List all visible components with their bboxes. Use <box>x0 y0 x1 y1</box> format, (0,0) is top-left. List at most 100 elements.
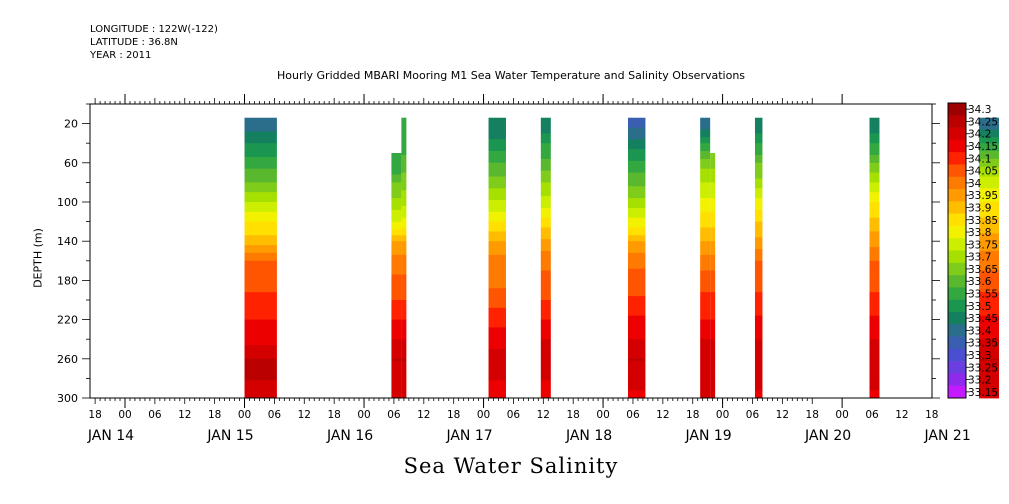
salinity-cell <box>488 368 506 371</box>
salinity-cell <box>391 198 402 201</box>
salinity-cell <box>754 245 763 248</box>
salinity-cell <box>700 151 711 154</box>
salinity-cell <box>401 251 407 254</box>
x-hour-label: 18 <box>686 409 699 421</box>
salinity-cell <box>979 386 999 389</box>
salinity-cell <box>488 298 506 301</box>
salinity-cell <box>700 296 711 299</box>
salinity-cell <box>488 188 506 191</box>
colorbar-label: 33.7 <box>968 252 991 264</box>
salinity-cell <box>869 309 880 313</box>
salinity-cell <box>710 198 716 201</box>
salinity-cell <box>710 286 716 289</box>
salinity-cell <box>540 153 551 156</box>
salinity-cell <box>754 133 763 136</box>
salinity-cell <box>754 190 763 193</box>
salinity-cell <box>401 160 407 164</box>
salinity-cell <box>391 347 402 350</box>
salinity-cell <box>540 162 551 166</box>
salinity-cell <box>401 139 407 142</box>
salinity-cell <box>754 345 763 348</box>
salinity-cell <box>391 196 402 199</box>
salinity-cell <box>869 149 880 152</box>
salinity-cell <box>244 276 277 279</box>
salinity-cell <box>869 202 880 205</box>
salinity-cell <box>540 282 551 285</box>
salinity-cell <box>754 396 763 399</box>
salinity-cell <box>540 337 551 340</box>
salinity-cell <box>754 219 763 222</box>
salinity-cell <box>488 178 506 181</box>
salinity-cell <box>244 317 277 320</box>
x-hour-label: 18 <box>327 409 340 421</box>
salinity-cell <box>710 154 716 158</box>
salinity-cell <box>627 284 646 287</box>
salinity-cell <box>244 192 277 195</box>
salinity-cell <box>401 266 407 270</box>
salinity-cell <box>627 188 646 191</box>
salinity-cell <box>627 305 646 309</box>
salinity-cell <box>700 356 711 360</box>
salinity-cell <box>401 327 407 330</box>
salinity-cell <box>488 141 506 144</box>
salinity-cell <box>710 247 716 250</box>
salinity-cell <box>710 241 716 244</box>
salinity-cell <box>540 268 551 271</box>
salinity-cell <box>401 274 407 277</box>
salinity-cell <box>700 149 711 152</box>
salinity-cell <box>244 364 277 368</box>
salinity-cell <box>627 388 646 391</box>
salinity-cell <box>401 182 407 185</box>
salinity-cell <box>710 292 716 295</box>
salinity-cell <box>754 335 763 338</box>
salinity-cell <box>869 339 880 342</box>
salinity-cell <box>540 121 551 124</box>
salinity-cell <box>869 217 880 221</box>
salinity-cell <box>710 358 716 362</box>
salinity-cell <box>979 186 999 189</box>
salinity-cell <box>488 251 506 254</box>
salinity-cell <box>244 154 277 158</box>
y-tick-label: 180 <box>57 274 78 287</box>
salinity-cell <box>627 292 646 295</box>
salinity-cell <box>710 343 716 346</box>
salinity-cell <box>627 151 646 154</box>
salinity-cell <box>401 354 407 358</box>
salinity-cell <box>540 233 551 236</box>
salinity-cell <box>754 274 763 277</box>
salinity-cell <box>244 362 277 366</box>
salinity-cell <box>244 125 277 128</box>
salinity-cell <box>401 239 407 242</box>
salinity-cell <box>869 184 880 187</box>
salinity-cell <box>869 243 880 246</box>
salinity-cell <box>627 176 646 179</box>
salinity-cell <box>540 119 551 123</box>
salinity-cell <box>488 174 506 177</box>
colorbar-label: 33.55 <box>968 289 998 301</box>
salinity-cell <box>700 186 711 189</box>
salinity-cell <box>869 158 880 162</box>
salinity-cell <box>401 384 407 387</box>
salinity-cell <box>244 288 277 291</box>
salinity-cell <box>627 117 646 121</box>
salinity-cell <box>540 186 551 189</box>
salinity-cell <box>754 370 763 373</box>
salinity-cell <box>401 237 407 240</box>
salinity-cell <box>979 119 999 123</box>
salinity-cell <box>540 231 551 234</box>
salinity-cell <box>244 270 277 273</box>
data-column <box>700 117 711 399</box>
salinity-cell <box>540 305 551 309</box>
salinity-cell <box>401 223 407 226</box>
salinity-cell <box>627 221 646 224</box>
colorbar: 34.334.2534.234.1534.134.053433.9533.933… <box>947 102 998 399</box>
salinity-cell <box>700 156 711 160</box>
salinity-cell <box>700 272 711 275</box>
salinity-cell <box>754 168 763 172</box>
salinity-cell <box>754 217 763 221</box>
salinity-cell <box>869 166 880 170</box>
salinity-cell <box>979 301 999 305</box>
salinity-cell <box>700 184 711 187</box>
salinity-cell <box>401 205 407 209</box>
salinity-cell <box>710 323 716 326</box>
